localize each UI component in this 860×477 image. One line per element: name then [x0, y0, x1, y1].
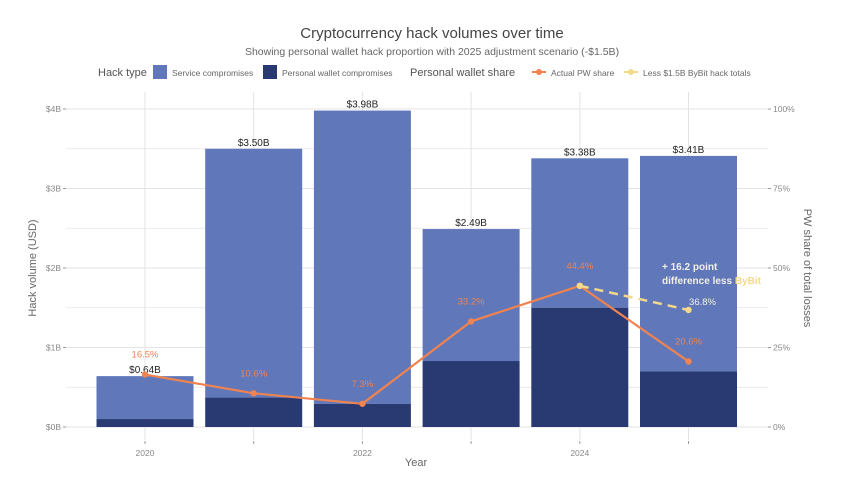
line-point [250, 390, 257, 397]
y-axis-label: Hack volume (USD) [27, 219, 39, 316]
share-label: 10.6% [240, 368, 267, 379]
legend-label-service: Service compromises [172, 68, 253, 78]
share-label: 36.8% [689, 297, 716, 308]
bar-service-2022 [313, 110, 411, 404]
legend-label-adjusted: Less $1.5B ByBit hack totals [643, 68, 751, 78]
y-tick-label: $0B [46, 422, 61, 432]
line-point [359, 400, 366, 407]
chart-title: Cryptocurrency hack volumes over time [300, 25, 563, 42]
total-label: $3.50B [238, 138, 270, 149]
legend-label-actual: Actual PW share [551, 68, 615, 78]
y2-tick-label: 100% [773, 104, 795, 114]
share-label: 20.6% [675, 336, 702, 347]
line-point [141, 371, 149, 378]
legend-title-hack-type: Hack type [98, 67, 147, 79]
y2-tick-label: 0% [773, 422, 786, 432]
legend-swatch-personal-wallet [263, 65, 277, 79]
x-tick-label: 2024 [570, 448, 589, 458]
line-point [467, 318, 475, 325]
total-label: $3.98B [347, 100, 379, 111]
chart-subtitle: Showing personal wallet hack proportion … [245, 46, 619, 58]
line-adjusted-pw-share [579, 284, 689, 312]
legend-title-pw-share: Personal wallet share [410, 67, 515, 79]
line-point [576, 282, 583, 290]
annotation-highlight: ByBit [735, 276, 762, 287]
lines: 16.5% 10.6% 7.3% 33.2% 44.4% 20.6% 36.8% [132, 261, 717, 407]
line-point [685, 358, 692, 365]
y-tick-label: $1B [46, 343, 61, 353]
line-actual-pw-share [144, 284, 690, 405]
x-tick-label: 2022 [353, 448, 372, 458]
legend-label-personal-wallet: Personal wallet compromises [282, 68, 393, 78]
y2-tick-label: 75% [773, 184, 790, 194]
annotation-text: difference less [662, 276, 735, 287]
total-label: $2.49B [455, 218, 487, 229]
x-axis-label: Year [405, 457, 428, 469]
bar-personal-wallet-2021 [205, 397, 303, 427]
share-label: 16.5% [132, 350, 159, 361]
y-tick-label: $4B [46, 104, 61, 114]
total-label: $0.64B [129, 365, 161, 376]
y-tick-label: $3B [46, 184, 61, 194]
bar-personal-wallet-2023 [422, 361, 520, 427]
legend-marker-actual [536, 69, 542, 75]
total-label: $3.38B [564, 147, 596, 158]
total-label: $3.41B [673, 145, 705, 156]
bar-service-2025 [640, 155, 737, 372]
axes: $0B $1B $2B $3B $4B 0% 25% 50% 75% 100% 2020 2022 20… [46, 104, 795, 458]
line-point [685, 306, 692, 314]
share-label: 33.2% [458, 296, 485, 307]
bar-service-2020 [96, 376, 194, 420]
legend-marker-adjusted [628, 69, 634, 75]
x-tick-label: 2020 [136, 448, 155, 458]
annotation: + 16.2 point difference less ByBit [662, 262, 762, 287]
share-label: 44.4% [566, 261, 593, 272]
bar-service-2021 [205, 148, 303, 398]
bar-personal-wallet-2024 [531, 307, 629, 427]
y2-tick-label: 25% [773, 343, 790, 353]
legend-swatch-service [153, 65, 167, 79]
y2-axis-label: PW share of total losses [801, 209, 813, 328]
bar-personal-wallet-2020 [96, 419, 194, 427]
bar-personal-wallet-2025 [640, 371, 737, 427]
y-tick-label: $2B [46, 263, 61, 273]
annotation-line1: + 16.2 point [662, 262, 718, 273]
annotation-line2: difference less ByBit [662, 276, 762, 287]
bar-service-2023 [422, 229, 520, 362]
y2-tick-label: 50% [773, 263, 790, 273]
share-label: 7.3% [352, 379, 374, 390]
legend: Hack type Service compromises Personal wal… [98, 65, 751, 79]
bar-personal-wallet-2022 [313, 403, 411, 427]
bars: $0.64B $3.50B $3.98B $2.49B $3.38B $3.41B [96, 100, 737, 427]
